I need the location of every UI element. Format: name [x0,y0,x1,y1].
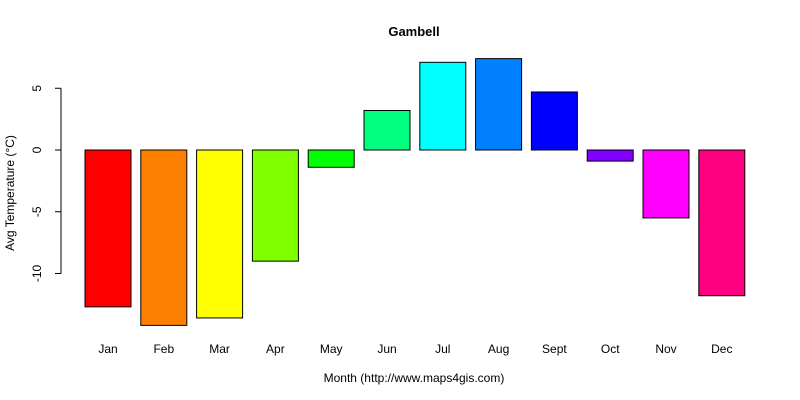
y-tick-label: 5 [30,85,44,92]
x-tick-label: Sept [542,342,567,356]
bar-feb [140,149,188,326]
bar-sept [530,91,578,151]
bar-aug [475,58,523,151]
x-tick-label: Dec [711,342,732,356]
bar-jan [84,149,132,308]
x-tick-label: Jan [98,342,117,356]
x-tick-label: Jul [435,342,450,356]
chart-title: Gambell [388,24,439,39]
x-tick-label: Jun [377,342,396,356]
x-tick-label: May [320,342,343,356]
x-axis-label: Month (http://www.maps4gis.com) [324,371,505,385]
x-tick-label: Mar [209,342,230,356]
x-tick-label: Apr [266,342,285,356]
x-tick-label: Oct [601,342,620,356]
bar-oct [586,149,634,162]
bar-jul [419,61,467,151]
y-tick-label: -10 [30,265,44,283]
y-tick-label: 0 [30,146,44,153]
bar-dec [698,149,746,297]
x-tick-label: Aug [488,342,509,356]
bars-group [84,58,746,326]
bar-jun [363,109,411,151]
y-axis-label: Avg Temperature (°C) [3,135,17,251]
bar-may [307,149,355,168]
bar-mar [196,149,244,319]
x-tick-label: Feb [153,342,174,356]
bar-nov [642,149,690,219]
y-axis: 5 0 -5 -10 [30,85,62,283]
x-tick-label: Nov [655,342,676,356]
y-tick-label: -5 [30,206,44,217]
bar-apr [251,149,299,262]
x-tick-labels: Jan Feb Mar Apr May Jun Jul Aug Sept Oct Nov Dec [98,342,732,356]
